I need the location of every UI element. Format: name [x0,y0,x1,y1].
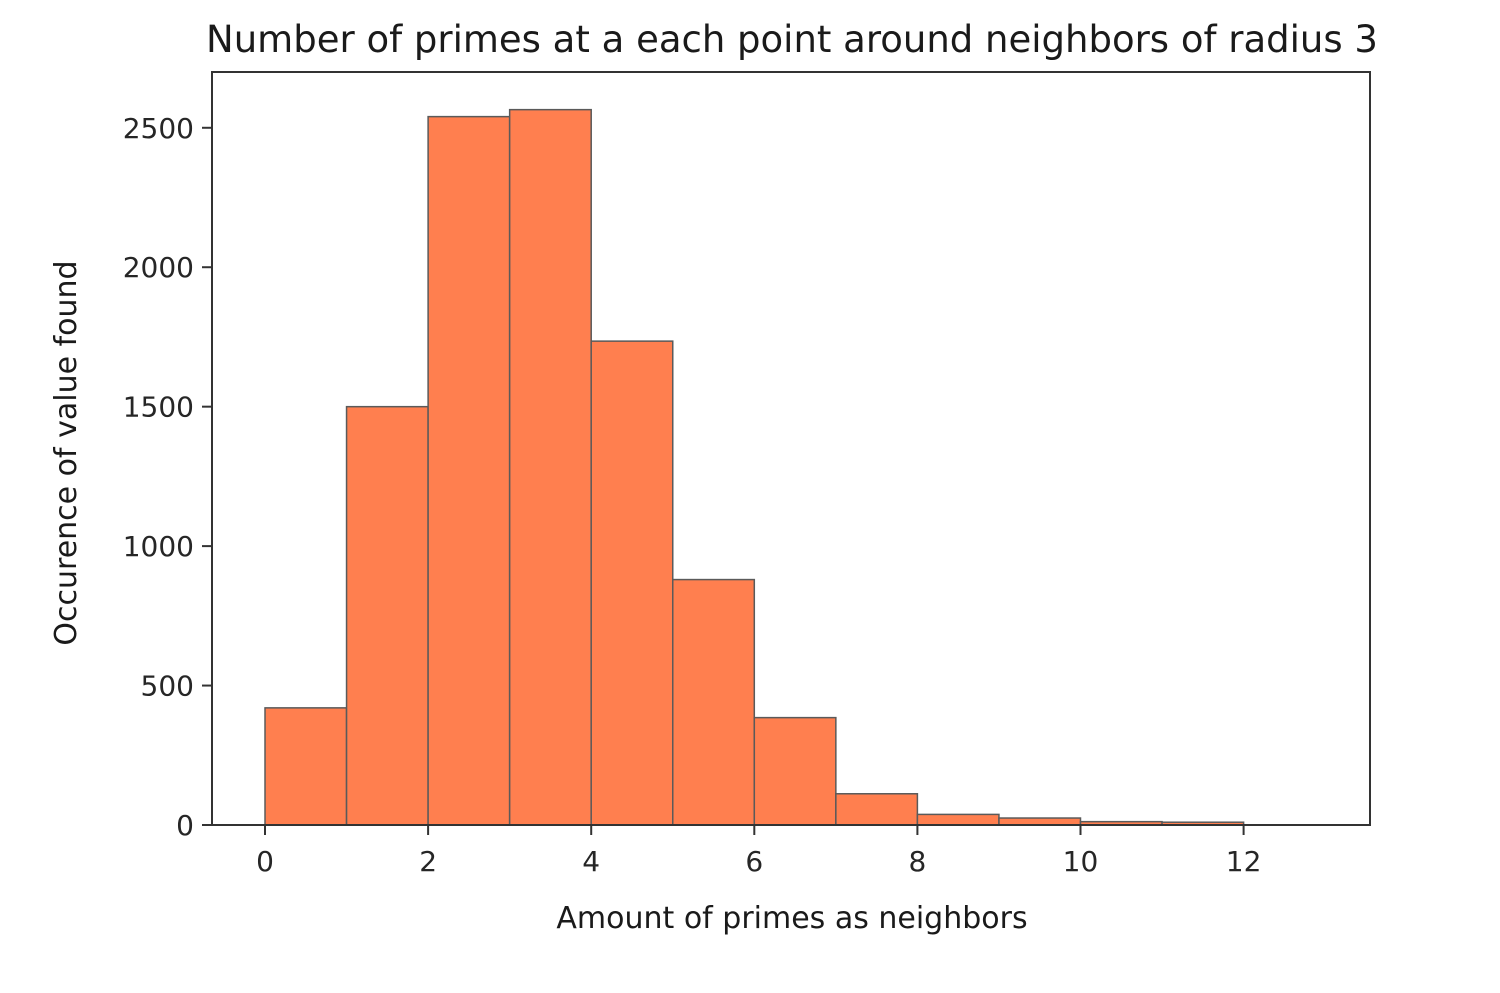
y-tick-label: 1000 [123,530,194,563]
x-tick-label: 2 [419,845,437,878]
x-tick-label: 12 [1226,845,1262,878]
x-tick-label: 8 [908,845,926,878]
x-tick-label: 0 [256,845,274,878]
histogram-bar-3 [508,108,592,826]
x-axis-ticks: 0 2 4 6 8 10 12 [256,825,1261,878]
histogram-bars [264,108,1245,826]
histogram-bar-9 [998,817,1082,826]
histogram-bar-1 [345,405,429,826]
y-axis-label: Occurence of value found [49,260,84,645]
x-tick-label: 4 [582,845,600,878]
histogram-bar-2 [427,115,511,826]
x-tick-label: 10 [1063,845,1099,878]
histogram-bar-5 [672,578,756,826]
histogram-bar-6 [753,716,837,826]
chart-title: Number of primes at a each point around … [206,18,1378,61]
y-tick-label: 500 [141,670,194,703]
histogram-bar-8 [916,813,1000,826]
y-tick-label: 2000 [123,251,194,284]
plot-frame [211,71,1371,826]
histogram-bar-7 [835,793,919,826]
x-axis-label: Amount of primes as neighbors [556,901,1027,936]
histogram-bar-0 [264,707,348,826]
y-axis-ticks: 0 500 1000 1500 2000 2500 [123,112,212,842]
x-tick-label: 6 [745,845,763,878]
histogram-bar-4 [590,340,674,826]
y-tick-label: 0 [176,809,194,842]
y-tick-label: 1500 [123,391,194,424]
y-tick-label: 2500 [123,112,194,145]
